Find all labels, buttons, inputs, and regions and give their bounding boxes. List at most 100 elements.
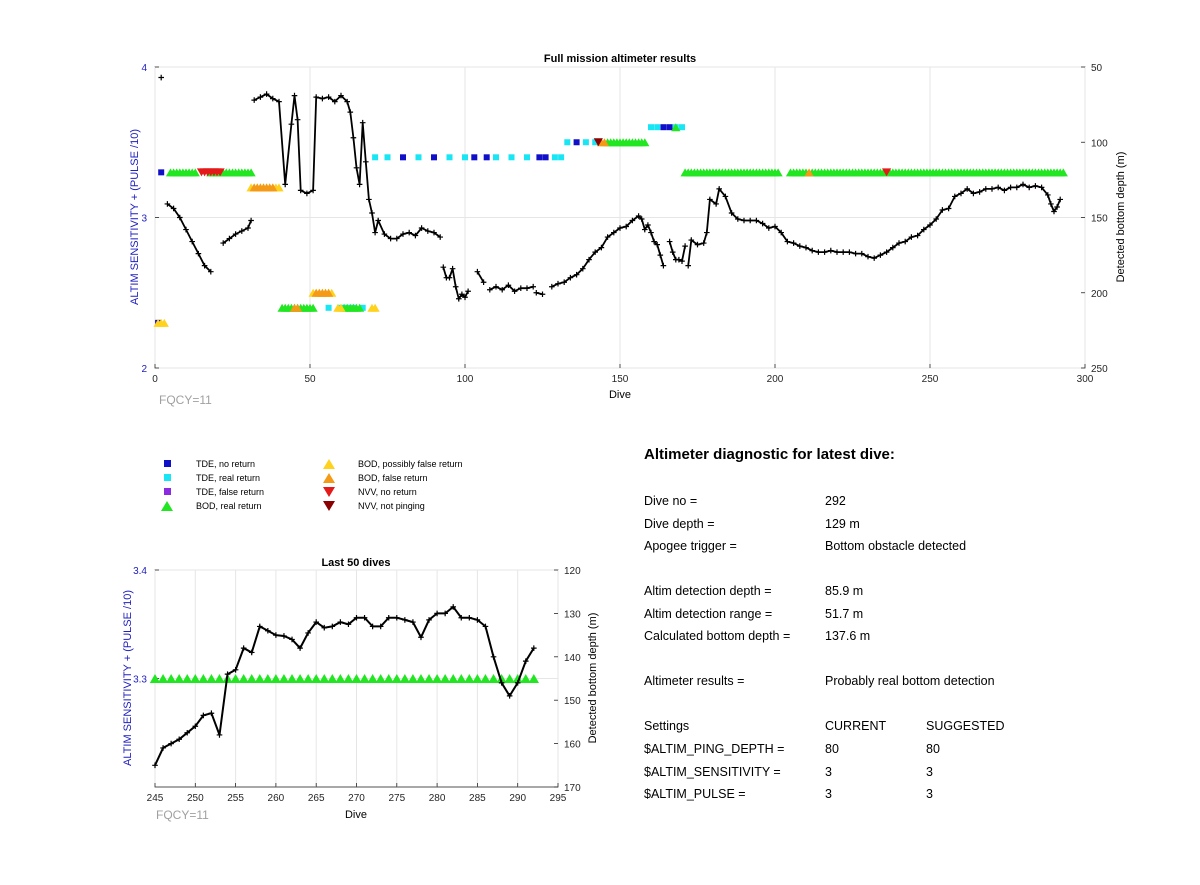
plus-marker: [716, 186, 722, 192]
plus-marker: [265, 627, 271, 634]
plus-marker: [902, 238, 908, 245]
plus-marker: [239, 228, 245, 234]
right-y-tick-label: 130: [564, 609, 581, 620]
left-y-tick-label: 3.4: [133, 566, 147, 577]
top-marks: [153, 74, 1068, 327]
plus-marker: [291, 92, 298, 99]
plus-marker: [945, 205, 952, 212]
suggested-value: 80: [926, 742, 940, 756]
label: Altimeter results =: [644, 674, 745, 688]
plus-marker: [394, 235, 400, 242]
right-y-tick-label: 150: [1091, 214, 1108, 225]
square-marker: [325, 304, 332, 311]
plus-marker: [456, 295, 462, 302]
plus-marker: [539, 291, 546, 298]
plus-marker: [1054, 204, 1060, 210]
triangle-up-icon: [160, 500, 174, 512]
plus-marker: [164, 201, 171, 207]
plus-marker: [952, 193, 958, 200]
triangle-up-marker: [383, 674, 394, 683]
left-y-tick-label: 3.3: [133, 675, 147, 686]
value: 292: [825, 494, 846, 508]
plus-marker: [914, 232, 921, 239]
right-y-tick-label: 100: [1091, 138, 1108, 149]
plus-marker: [224, 671, 231, 677]
plus-marker: [482, 623, 489, 630]
right-y-tick-label: 140: [564, 653, 581, 664]
row-settings-header: Settings CURRENT SUGGESTED: [644, 719, 1164, 735]
row-sensitivity: $ALTIM_SENSITIVITY = 3 3: [644, 765, 1164, 781]
triangle-up-marker: [399, 674, 411, 683]
bottom-fqcy-note: FQCY=11: [156, 808, 209, 822]
value: 85.9 m: [825, 584, 864, 598]
plus-marker: [347, 109, 354, 115]
plus-marker: [976, 189, 983, 195]
triangle-up-marker: [335, 674, 346, 683]
triangle-up-marker: [431, 674, 443, 683]
plus-marker: [449, 265, 456, 272]
plus-marker: [958, 190, 964, 197]
plus-marker: [305, 630, 311, 636]
triangle-up-marker: [496, 674, 507, 683]
triangle-down-marker: [593, 138, 603, 147]
value: 51.7 m: [825, 607, 864, 621]
plus-marker: [344, 98, 350, 105]
plus-marker: [688, 237, 695, 243]
plus-marker: [580, 265, 586, 272]
plus-marker: [304, 190, 310, 197]
plus-marker: [989, 186, 995, 192]
plus-marker: [741, 217, 747, 224]
triangle-up-marker: [504, 674, 515, 683]
plus-marker: [273, 632, 279, 638]
plus-marker: [676, 256, 682, 263]
plus-marker: [1032, 183, 1039, 189]
top-left-y-label: ALTIM SENSITIVITY + (PULSE /10): [129, 129, 141, 305]
square-marker: [446, 154, 453, 161]
legend-item-tde-false-return: TDE, false return: [160, 486, 264, 498]
plus-marker: [747, 217, 753, 224]
plus-marker: [598, 244, 605, 251]
current-value: 80: [825, 742, 839, 756]
plus-marker: [859, 250, 865, 257]
triangle-up-marker: [1058, 168, 1068, 177]
triangle-up-marker: [159, 318, 169, 327]
plus-marker: [1057, 196, 1063, 203]
full-mission-chart: Full mission altimeter results 0 50 100 150…: [129, 53, 1127, 407]
plus-marker: [256, 623, 263, 630]
plus-marker: [321, 624, 328, 631]
triangle-up-marker: [149, 674, 161, 683]
triangle-up-marker: [599, 138, 610, 147]
square-marker: [158, 169, 165, 176]
label: Settings: [644, 719, 690, 733]
triangle-up-marker: [278, 674, 290, 683]
plus-marker: [890, 244, 896, 251]
plus-marker: [964, 186, 970, 192]
triangle-up-marker: [274, 183, 284, 192]
plus-marker: [281, 633, 287, 639]
triangle-up-marker: [270, 674, 282, 683]
plus-marker: [722, 193, 729, 200]
plus-marker: [168, 740, 174, 747]
x-tick-label: 250: [187, 793, 204, 804]
right-y-tick-label: 50: [1091, 63, 1103, 74]
plus-marker: [1014, 184, 1020, 191]
plus-marker: [493, 283, 499, 290]
triangle-up-marker: [174, 674, 185, 683]
plus-marker: [549, 283, 555, 290]
triangle-up-marker: [198, 674, 209, 683]
plus-marker: [152, 762, 158, 769]
square-marker: [564, 139, 571, 146]
plus-marker: [651, 238, 657, 245]
label: $ALTIM_PULSE =: [644, 787, 746, 801]
plus-marker: [499, 286, 505, 293]
plus-marker: [561, 279, 567, 286]
square-marker: [679, 124, 685, 131]
plus-marker: [487, 286, 493, 293]
plus-marker: [338, 92, 344, 99]
plus-marker: [514, 680, 521, 686]
plus-marker: [257, 94, 264, 100]
plus-marker: [735, 216, 741, 222]
bottom-marks: [149, 604, 539, 769]
triangle-up-marker: [488, 674, 499, 683]
plus-marker: [387, 235, 394, 242]
